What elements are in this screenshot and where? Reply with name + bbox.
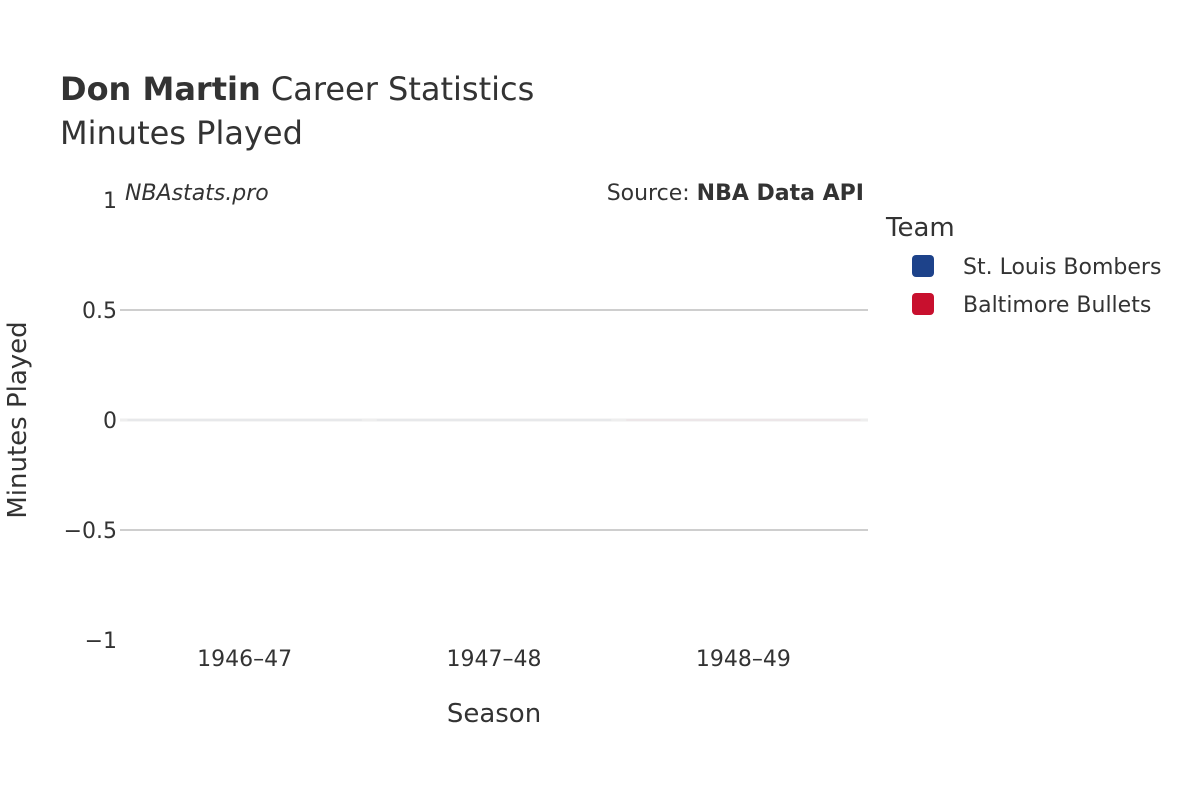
legend-item-label: Baltimore Bullets bbox=[963, 293, 1151, 318]
legend-item-label: St. Louis Bombers bbox=[963, 255, 1161, 280]
x-tick-labels: 1946–47 1947–48 1948–49 bbox=[197, 647, 791, 672]
player-name: Don Martin bbox=[60, 70, 261, 108]
x-tick-label: 1948–49 bbox=[696, 647, 791, 672]
source-label: Source: NBA Data API bbox=[607, 181, 864, 206]
y-tick-label: −0.5 bbox=[64, 519, 117, 544]
chart-title: Don Martin Career Statistics bbox=[60, 70, 534, 108]
legend: Team St. Louis Bombers Baltimore Bullets bbox=[885, 213, 1161, 318]
source-name: NBA Data API bbox=[697, 181, 864, 206]
title-suffix: Career Statistics bbox=[261, 70, 535, 108]
chart-subtitle: Minutes Played bbox=[60, 114, 303, 152]
x-tick-label: 1946–47 bbox=[197, 647, 292, 672]
bar bbox=[376, 419, 612, 421]
legend-swatch bbox=[912, 255, 934, 277]
gridlines bbox=[120, 309, 868, 531]
y-axis-title: Minutes Played bbox=[3, 321, 33, 518]
bars bbox=[127, 419, 861, 421]
y-tick-labels: 1 0.5 0 −0.5 −1 bbox=[64, 189, 117, 654]
y-tick-label: 0 bbox=[103, 409, 117, 434]
y-tick-label: −1 bbox=[85, 629, 117, 654]
x-tick-label: 1947–48 bbox=[447, 647, 542, 672]
bar bbox=[127, 419, 362, 421]
bar bbox=[626, 419, 861, 421]
watermark: NBAstats.pro bbox=[125, 181, 269, 206]
y-tick-label: 0.5 bbox=[82, 299, 117, 324]
legend-title: Team bbox=[885, 213, 955, 243]
source-prefix: Source: bbox=[607, 181, 697, 206]
x-axis-title: Season bbox=[447, 699, 541, 729]
y-tick-label: 1 bbox=[103, 189, 117, 214]
legend-swatch bbox=[912, 293, 934, 315]
